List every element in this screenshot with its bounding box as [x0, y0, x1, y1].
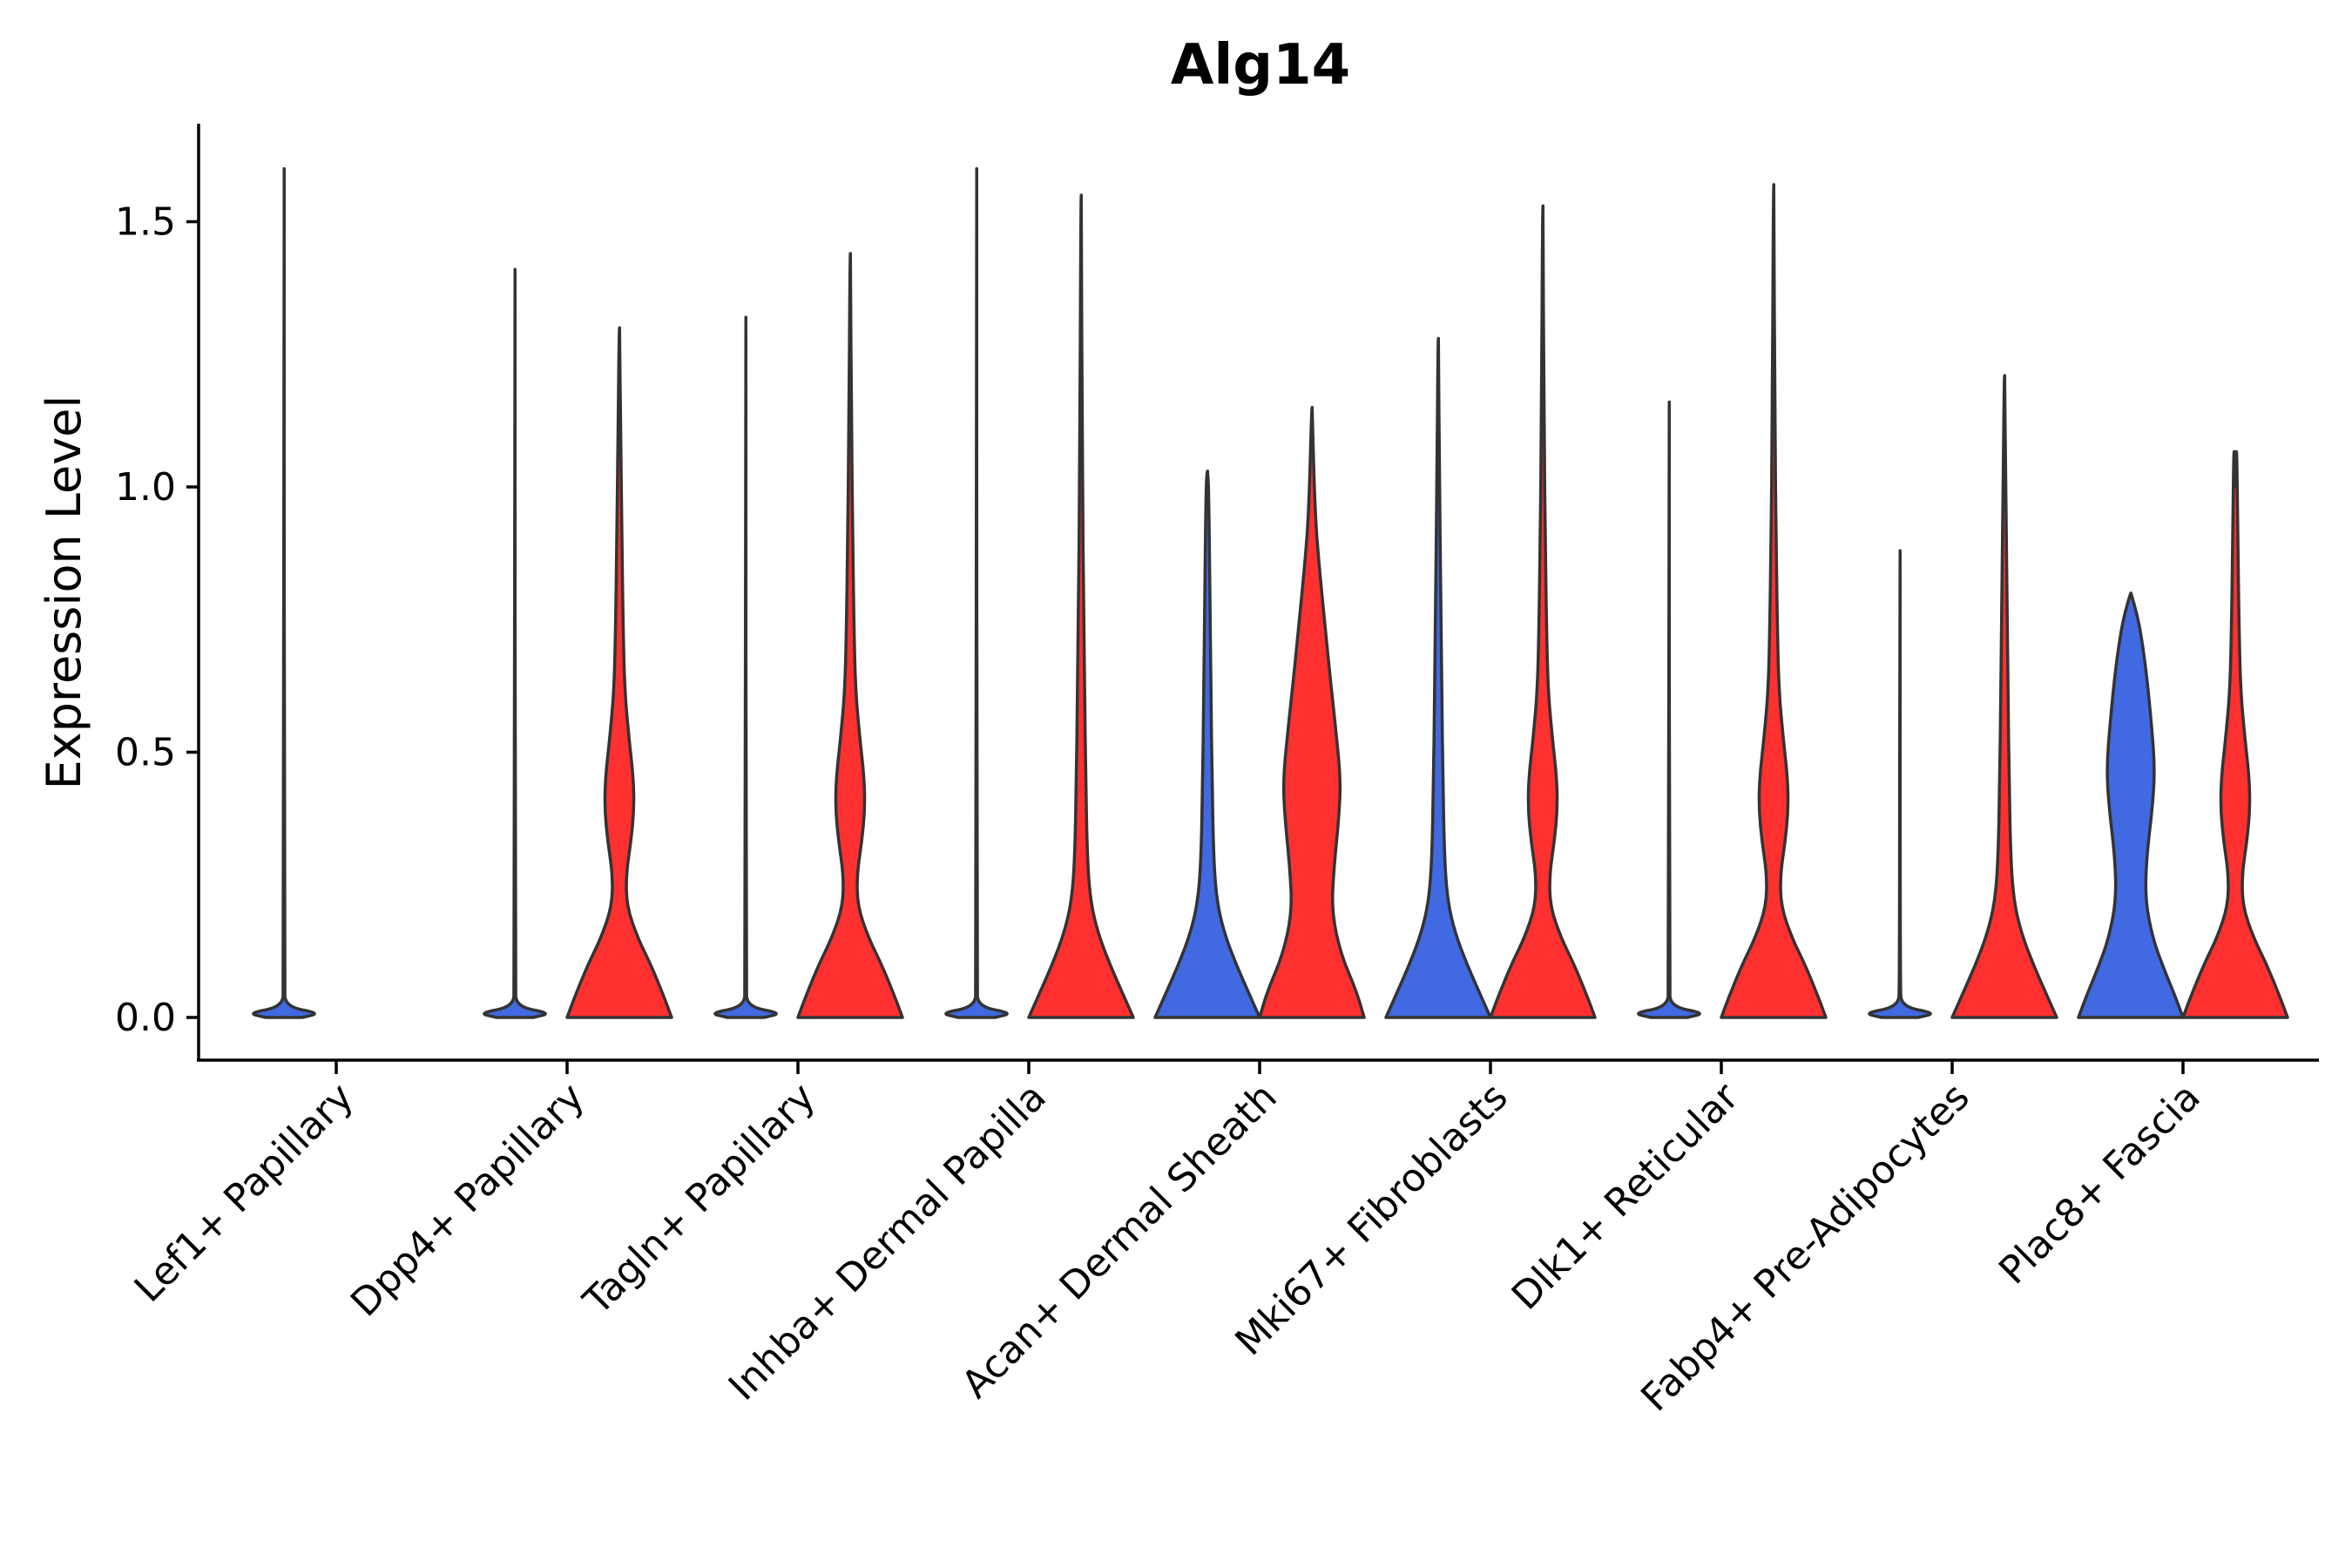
x-tick-label: Dpp4+ Papillary — [342, 1075, 593, 1326]
y-axis-label: Expression Level — [37, 395, 91, 790]
violin-group-2 — [1489, 204, 1597, 1019]
x-tick-label: Plac8+ Fascia — [1990, 1075, 2209, 1294]
violin-group-1 — [2077, 591, 2185, 1019]
violin-group-1 — [252, 166, 316, 1019]
violin-group-2 — [1258, 405, 1366, 1019]
violin-group-1 — [483, 267, 547, 1019]
x-tick-label: Tagln+ Papillary — [575, 1075, 824, 1324]
y-tick-label: 1.5 — [115, 200, 176, 245]
chart-title: Alg14 — [1171, 33, 1350, 98]
violin-group-2 — [2181, 449, 2289, 1019]
violin-group-1 — [1637, 400, 1701, 1019]
y-tick-label: 0.5 — [115, 731, 176, 775]
y-tick-label: 1.0 — [115, 465, 176, 510]
violin-group-2 — [1720, 183, 1828, 1019]
violin-group-1 — [713, 315, 778, 1019]
y-tick-label: 0.0 — [115, 996, 176, 1040]
violins-layer — [252, 166, 2289, 1019]
violin-group-2 — [1027, 193, 1135, 1019]
violin-group-1 — [944, 166, 1009, 1019]
violin-group-1 — [1384, 336, 1492, 1019]
x-tick-label: Lef1+ Papillary — [126, 1075, 362, 1311]
violin-group-2 — [1950, 374, 2058, 1019]
x-tick-label: Dlk1+ Reticular — [1504, 1074, 1748, 1319]
y-ticks: 0.0 0.5 1.0 1.5 — [115, 200, 199, 1040]
violin-group-2 — [796, 252, 904, 1019]
violin-group-1 — [1868, 549, 1932, 1019]
violin-group-1 — [1153, 469, 1261, 1019]
violin-group-2 — [565, 326, 673, 1019]
